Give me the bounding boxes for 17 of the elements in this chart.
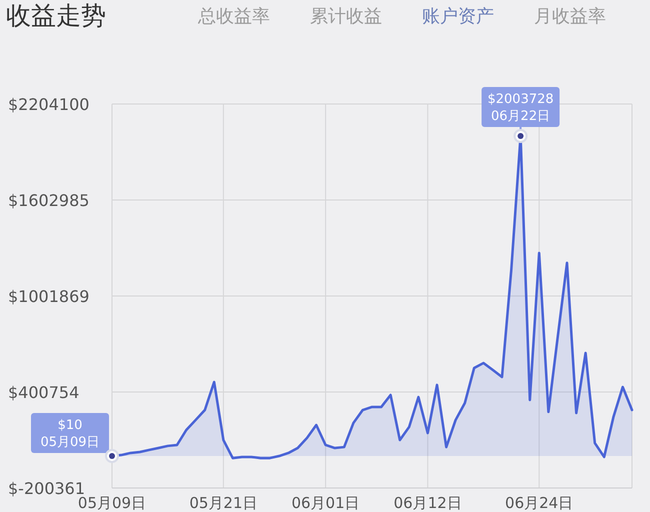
x-tick-label: 06月01日 [291,494,360,512]
x-tick-label: 06月12日 [394,494,462,512]
annotation: $2003728 [487,92,554,107]
annotation: $10 [58,418,82,433]
text: 累计收益 [310,6,382,27]
y-tick-label: $1602985 [8,191,90,210]
y-tick-label: $1001869 [8,287,90,306]
chart-title: 收益走势 [6,1,106,30]
text: 账户资产 [422,6,494,27]
annotation: 06月22日 [491,109,550,124]
x-tick-label: 05月21日 [189,494,258,512]
y-tick-label: $2204100 [8,95,90,114]
y-tick-label: $400754 [8,383,80,402]
x-tick-label: 06月24日 [505,494,574,512]
annotation: 05月09日 [40,435,100,450]
text: 月收益率 [534,6,606,27]
text: 总收益率 [197,6,270,27]
